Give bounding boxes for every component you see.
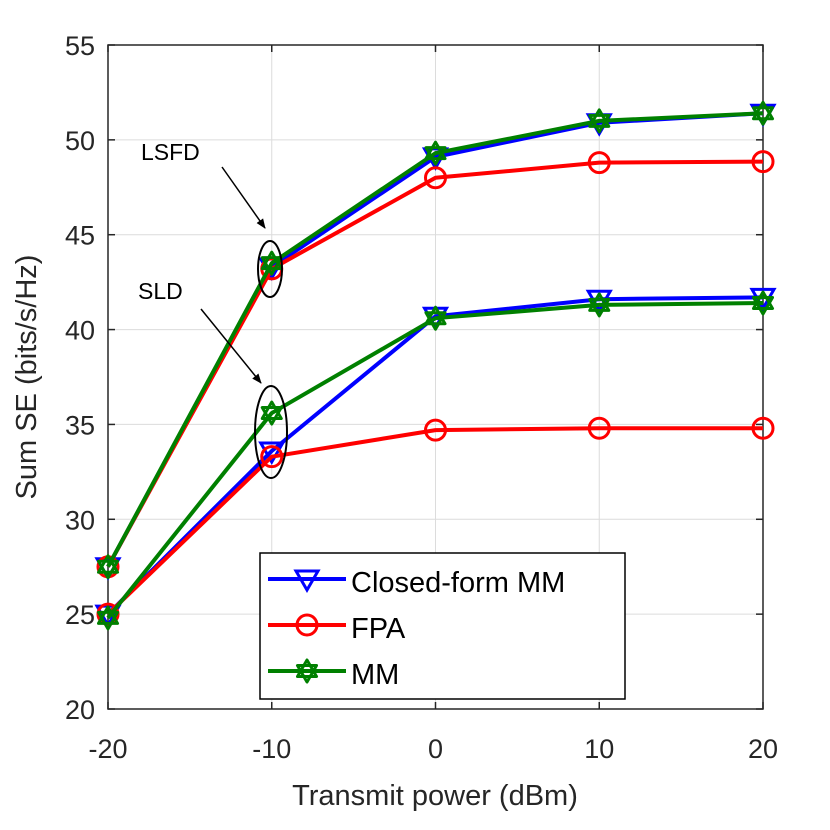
data-point-mm-sld (96, 605, 120, 631)
data-point-fpa-lsfd (424, 166, 447, 190)
data-point-mm-lsfd-down (260, 256, 283, 276)
y-tick-label: 50 (65, 126, 95, 156)
annotation-sld: SLD (138, 278, 288, 479)
y-tick-label: 30 (65, 505, 95, 535)
data-point-mm-sld-up (588, 292, 611, 312)
data-point-mm-sld-down (260, 406, 283, 426)
data-point-mm-lsfd-up (588, 108, 611, 128)
data-point-mm-lsfd-up (424, 140, 447, 161)
data-point-mm-sld (751, 290, 775, 316)
data-series (94, 100, 777, 631)
axis-ticks: -20 -10 0 10 20 20 25 30 35 40 45 50 55 (65, 31, 778, 764)
data-point-fpa-sld (587, 416, 611, 440)
legend-marker-mm (295, 658, 319, 684)
data-point-mm-lsfd (260, 250, 283, 276)
x-tick-label: 0 (428, 734, 443, 764)
annotation-sld-arrow (200, 308, 262, 384)
data-point-mm-lsfd-up (260, 250, 283, 271)
data-point-mm-lsfd (96, 554, 120, 580)
x-tick-label: -20 (88, 734, 127, 764)
series-mm-sld (96, 290, 775, 631)
series-mm-lsfd (96, 100, 775, 580)
data-point-mm-sld (260, 400, 283, 426)
data-point-mm-sld-down (588, 297, 611, 318)
y-tick-label: 40 (65, 316, 95, 346)
data-point-mm-sld-down (751, 296, 775, 316)
legend-symbols (268, 569, 346, 684)
series-line-fpa-sld (106, 426, 763, 616)
x-tick-label: -10 (252, 734, 291, 764)
data-point-mm-lsfd-down (751, 106, 775, 126)
y-tick-label: 35 (65, 410, 95, 440)
data-point-mm-lsfd-up (96, 554, 120, 574)
y-tick-label: 45 (65, 221, 95, 251)
data-point-mm-sld-up (424, 305, 447, 326)
annotation-sld-ellipse (254, 385, 288, 479)
legend-marker-fpa (295, 613, 319, 637)
series-fpa-sld (96, 416, 775, 626)
annotation-sld-label: SLD (138, 278, 183, 304)
data-point-mm-lsfd-down (96, 559, 120, 580)
legend-marker-mm-down (295, 664, 319, 684)
data-point-mm-sld-up (751, 290, 775, 311)
y-tick-label: 20 (65, 695, 95, 725)
data-point-mm-lsfd (751, 100, 775, 126)
annotation-lsfd-label: LSFD (141, 139, 200, 165)
data-point-fpa-sld (424, 418, 447, 442)
legend: Closed-form MM FPA MM (259, 552, 626, 700)
y-tick-label: 55 (65, 31, 95, 61)
data-point-fpa-lsfd (587, 151, 611, 175)
data-point-mm-lsfd-down (588, 113, 611, 134)
data-point-mm-lsfd-up (751, 100, 775, 121)
x-tick-label: 20 (748, 734, 778, 764)
data-point-mm-sld-up (96, 605, 120, 625)
legend-label-fpa: FPA (351, 613, 406, 645)
data-point-fpa-sld (260, 445, 284, 469)
y-tick-label: 25 (65, 600, 95, 630)
legend-label-closed-form-mm: Closed-form MM (351, 567, 565, 599)
legend-label-mm: MM (351, 659, 399, 691)
legend-marker-mm-up (295, 658, 319, 678)
y-axis-label: Sum SE (bits/s/Hz) (11, 255, 43, 500)
annotation-lsfd-arrow (221, 166, 266, 229)
data-point-fpa-lsfd (751, 150, 775, 174)
data-point-mm-lsfd (588, 108, 611, 134)
series-line-mm-sld (106, 301, 764, 620)
annotation-lsfd: LSFD (141, 139, 283, 298)
data-point-mm-lsfd (424, 140, 447, 166)
data-point-mm-sld (588, 292, 611, 318)
legend-marker-closed-form-mm (293, 569, 321, 593)
data-point-mm-sld-down (96, 610, 120, 631)
x-axis-label: Transmit power (dBm) (292, 780, 578, 812)
data-point-mm-sld (424, 305, 447, 331)
series-line-mm-lsfd (106, 111, 764, 568)
data-point-mm-sld-down (424, 311, 447, 331)
annotation-lsfd-ellipse (257, 240, 283, 298)
data-point-mm-sld-up (260, 400, 283, 421)
data-point-mm-lsfd-down (424, 146, 447, 166)
data-point-fpa-sld (751, 416, 775, 440)
data-point-closed-form-mm-sld (258, 441, 286, 465)
x-tick-label: 10 (584, 734, 614, 764)
